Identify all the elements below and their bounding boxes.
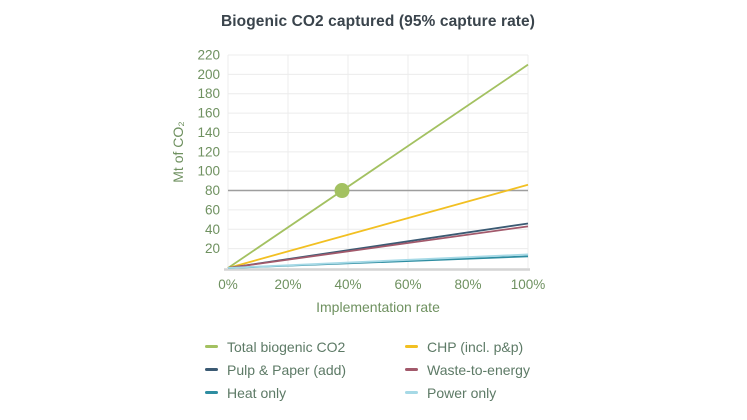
chart-title: Biogenic CO2 captured (95% capture rate) [220,13,536,30]
y-tick-label: 120 [197,144,220,159]
series-line-waste-to-energy [227,225,529,269]
x-tick-label: 100% [511,277,546,292]
legend-swatch [405,344,418,349]
y-tick-label: 100 [197,164,220,179]
y-tick-label: 220 [197,48,220,63]
legend-swatch [205,367,218,372]
y-tick-label: 40 [205,222,220,237]
legend-swatch [405,367,418,372]
legend-item-heat-only: Heat only [205,384,405,401]
legend-swatch [205,344,218,349]
legend-item-pulp-paper-add: Pulp & Paper (add) [205,361,405,378]
legend-item-waste-to-energy: Waste-to-energy [405,361,530,378]
series-line-power-only [227,253,529,269]
y-tick-label: 80 [205,183,220,198]
y-tick-label: 20 [205,241,220,256]
x-tick-label: 80% [454,277,481,292]
highlight-marker [334,183,350,199]
legend-swatch [205,390,218,395]
legend-label: Power only [427,384,497,401]
legend-item-power-only: Power only [405,384,530,401]
legend-item-chp-incl-p-p: CHP (incl. p&p) [405,338,530,355]
legend-label: CHP (incl. p&p) [427,338,524,355]
y-tick-label: 140 [197,125,220,140]
x-tick-label: 40% [334,277,361,292]
y-tick-label: 160 [197,106,220,121]
y-tick-label: 200 [197,67,220,82]
legend-label: Waste-to-energy [427,361,530,378]
x-tick-label: 60% [394,277,421,292]
legend: Total biogenic CO2 CHP (incl. p&p) Pulp & … [205,338,530,401]
y-tick-label: 180 [197,86,220,101]
y-axis-title: Mt of CO₂ [170,121,186,183]
legend-item-total-biogenic-co2: Total biogenic CO2 [205,338,405,355]
series-line-total-biogenic-co2 [227,63,529,269]
legend-label: Pulp & Paper (add) [227,361,347,378]
y-tick-label: 60 [205,202,220,217]
legend-swatch [405,390,418,395]
x-tick-label: 20% [274,277,301,292]
x-tick-label: 0% [218,277,238,292]
legend-label: Total biogenic CO2 [227,338,346,355]
x-axis-title: Implementation rate [316,299,440,315]
legend-label: Heat only [227,384,287,401]
series-line-chp-incl-p-p [227,183,529,269]
